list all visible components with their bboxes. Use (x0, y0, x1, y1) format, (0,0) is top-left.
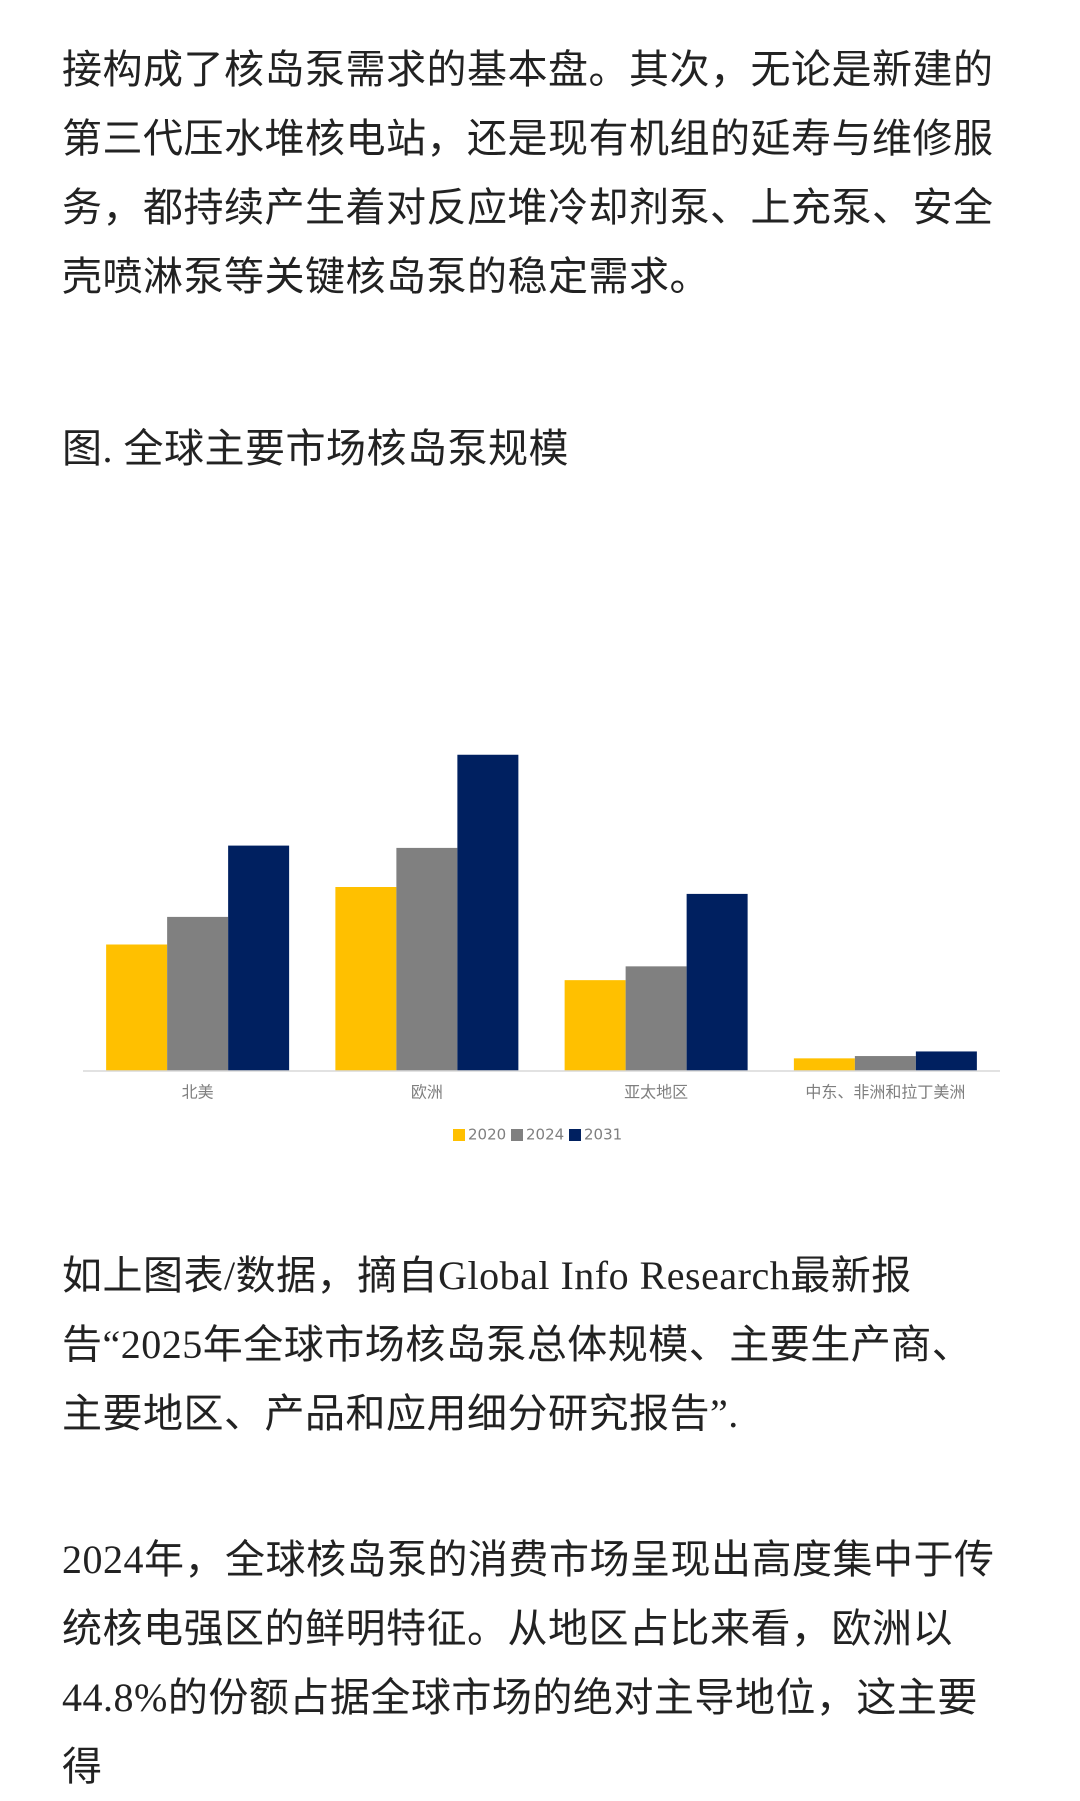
legend-swatch (569, 1129, 581, 1141)
paragraph: 如上图表/数据，摘自Global Info Research最新报告“2025年… (62, 1253, 973, 1436)
bar (564, 980, 626, 1071)
x-tick-label: 北美 (182, 1083, 214, 1102)
legend-label: 2020 (468, 1126, 506, 1144)
bar (228, 845, 290, 1071)
paragraph: 2024年，全球核岛泵的消费市场呈现出高度集中于传统核电强区的鲜明特征。从地区占… (62, 1537, 995, 1789)
legend-swatch (511, 1129, 523, 1141)
chart: 北美 欧洲 亚太地区 中东、非洲和拉丁美洲 2020 2024 2031 (83, 754, 1000, 1144)
bar (625, 966, 687, 1071)
legend-label: 2031 (584, 1126, 622, 1144)
bar (106, 944, 168, 1071)
bar (686, 893, 748, 1071)
bar (854, 1056, 916, 1071)
bar (167, 916, 229, 1071)
legend-swatch (453, 1129, 465, 1141)
bar (793, 1058, 855, 1071)
x-tick-label: 欧洲 (411, 1083, 443, 1102)
legend-label: 2024 (526, 1126, 564, 1144)
figure-caption: 图. 全球主要市场核岛泵规模 (62, 426, 569, 471)
paragraph: 接构成了核岛泵需求的基本盘。其次，无论是新建的第三代压水堆核电站，还是现有机组的… (62, 47, 994, 299)
bar (396, 847, 458, 1071)
bar (915, 1051, 977, 1071)
x-tick-label: 亚太地区 (624, 1083, 688, 1102)
x-tick-label: 中东、非洲和拉丁美洲 (805, 1083, 965, 1102)
bar (335, 887, 397, 1071)
bar (457, 754, 519, 1071)
